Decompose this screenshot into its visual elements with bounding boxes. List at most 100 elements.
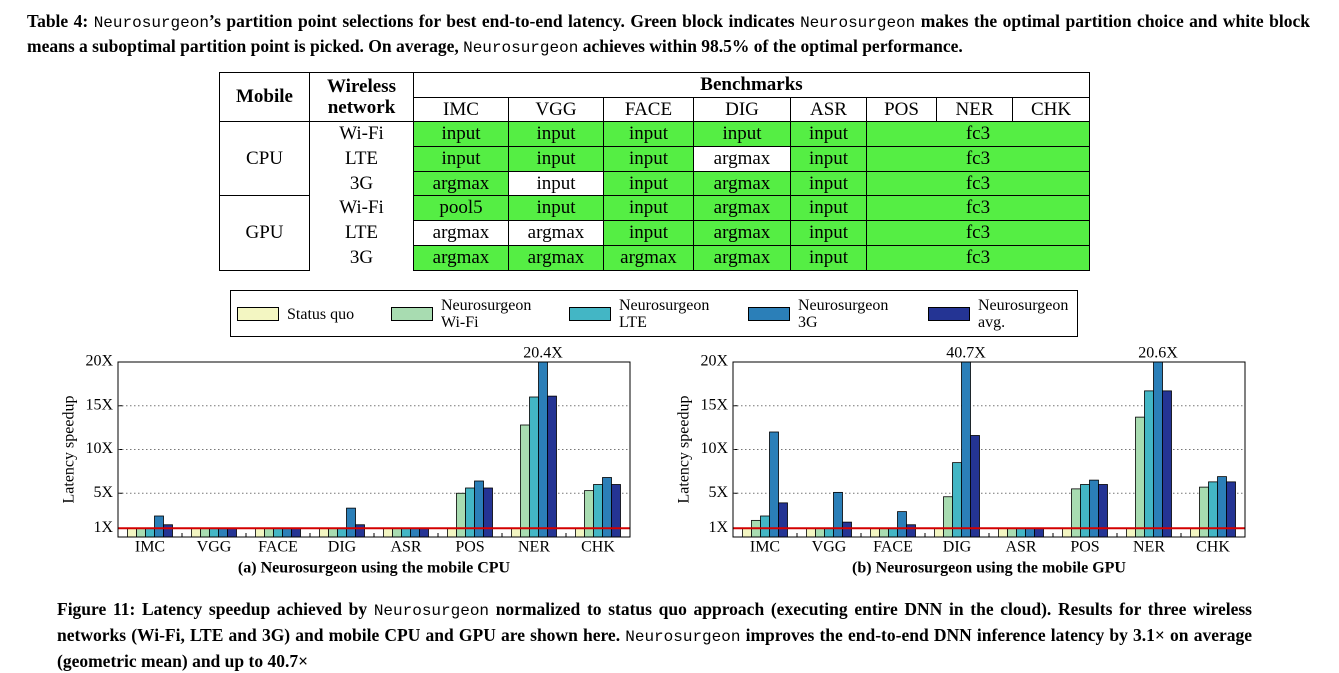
partition-cell: argmax xyxy=(693,220,791,246)
bar xyxy=(419,527,429,537)
partition-cell: fc3 xyxy=(866,244,1090,271)
partition-cell: argmax xyxy=(508,220,604,246)
partition-cell: argmax xyxy=(413,220,509,246)
partition-cell: input xyxy=(790,121,867,148)
network-cell: Wi-Fi xyxy=(309,121,414,147)
x-tick-label: FACE xyxy=(873,539,913,556)
chart-title: (a) Neurosurgeon using the mobile CPU xyxy=(238,560,511,577)
column-header: VGG xyxy=(508,96,604,123)
bar xyxy=(1034,527,1044,537)
partition-cell: input xyxy=(413,146,509,172)
bar xyxy=(833,491,843,537)
x-tick-label: POS xyxy=(1070,539,1099,556)
x-tick-label: CHK xyxy=(581,539,615,556)
bar xyxy=(456,492,466,537)
x-tick-label: POS xyxy=(455,539,484,556)
header-cell: Wireless network xyxy=(309,71,414,123)
bar xyxy=(255,527,265,537)
y-tick-label: 15X xyxy=(700,396,728,413)
bars xyxy=(742,362,1236,537)
table-row: LTE input input input argmax input fc3 xyxy=(220,146,1090,172)
legend-swatch xyxy=(237,307,279,321)
column-header: NER xyxy=(936,96,1013,123)
table-caption: Table 4: Neurosurgeon’s partition point … xyxy=(27,10,1310,60)
caption-text: Neurosurgeon xyxy=(93,14,209,32)
bar xyxy=(943,496,953,537)
legend-item: Neurosurgeon 3G xyxy=(748,295,889,333)
partition-cell: input xyxy=(790,244,867,271)
bar xyxy=(1162,390,1172,537)
partition-cell: argmax xyxy=(603,244,694,271)
bar xyxy=(264,527,274,537)
bar xyxy=(961,362,971,537)
bar xyxy=(897,511,907,537)
bar xyxy=(870,527,880,537)
bar xyxy=(328,527,338,537)
y-axis-label: Latency speedup xyxy=(676,396,693,504)
y-tick-label: 20X xyxy=(700,353,728,370)
bar xyxy=(1126,527,1136,537)
bar xyxy=(410,527,420,537)
bar xyxy=(392,527,402,537)
partition-cell: input xyxy=(603,121,694,148)
bar xyxy=(163,524,173,537)
legend: Status quo Neurosurgeon Wi-Fi Neurosurgeon… xyxy=(230,290,1078,337)
table-row: 3G argmax argmax argmax argmax input fc3 xyxy=(220,244,1090,271)
bar xyxy=(200,527,210,537)
column-header: DIG xyxy=(693,96,791,123)
bar xyxy=(355,524,365,537)
x-tick-label: ASR xyxy=(390,539,421,556)
partition-cell: input xyxy=(603,220,694,246)
partition-cell: input xyxy=(790,146,867,172)
bar xyxy=(970,435,980,537)
bar xyxy=(227,527,237,537)
partition-cell: argmax xyxy=(693,244,791,271)
bar xyxy=(447,527,457,537)
value-label: 40.7X xyxy=(946,345,986,362)
caption-text: Neurosurgeon xyxy=(800,14,916,32)
network-cell: 3G xyxy=(309,171,414,196)
chart-title: (b) Neurosurgeon using the mobile GPU xyxy=(852,560,1126,577)
y-tick-label: 5X xyxy=(93,484,113,501)
x-tick-label: ASR xyxy=(1005,539,1036,556)
column-header: POS xyxy=(866,96,937,123)
partition-cell: argmax xyxy=(693,195,791,222)
value-label: 20.6X xyxy=(1138,345,1178,362)
column-header: ASR xyxy=(790,96,867,123)
y-tick-label: 15X xyxy=(85,396,113,413)
table-row: LTE argmax argmax input argmax input fc3 xyxy=(220,220,1090,246)
caption-text: makes the optimal partition choice and w… xyxy=(27,11,1310,56)
x-tick-label: NER xyxy=(1133,539,1165,556)
partition-table: Mobile Wireless network Benchmarks IMC VGG FA… xyxy=(219,71,1090,271)
bar xyxy=(1016,527,1026,537)
partition-cell: input xyxy=(508,195,604,222)
y-tick-label: 20X xyxy=(85,353,113,370)
partition-cell: input xyxy=(508,170,604,197)
bar xyxy=(1226,481,1236,537)
x-tick-label: DIG xyxy=(328,539,357,556)
partition-cell: input xyxy=(790,195,867,222)
bar xyxy=(842,521,852,537)
x-tick-label: IMC xyxy=(750,539,780,556)
legend-label: Neurosurgeon LTE xyxy=(619,297,710,331)
column-header: IMC xyxy=(413,96,509,123)
bar xyxy=(1025,527,1035,537)
x-tick-label: NER xyxy=(518,539,550,556)
caption-text: Neurosurgeon xyxy=(625,628,741,646)
partition-cell: input xyxy=(790,220,867,246)
partition-cell: input xyxy=(508,121,604,148)
network-cell: Wi-Fi xyxy=(309,195,414,221)
network-cell: LTE xyxy=(309,146,414,172)
bar xyxy=(511,527,521,537)
partition-cell: input xyxy=(790,170,867,197)
caption-text: Neurosurgeon xyxy=(463,39,579,57)
legend-label: Neurosurgeon 3G xyxy=(798,297,889,331)
bar xyxy=(401,527,411,537)
bar xyxy=(273,527,283,537)
bar xyxy=(1098,484,1108,537)
bar xyxy=(529,396,539,537)
caption-text: Table 4: xyxy=(27,11,94,31)
partition-cell: input xyxy=(508,146,604,172)
legend-item: Neurosurgeon Wi-Fi xyxy=(391,295,531,333)
network-cell: 3G xyxy=(309,245,414,270)
